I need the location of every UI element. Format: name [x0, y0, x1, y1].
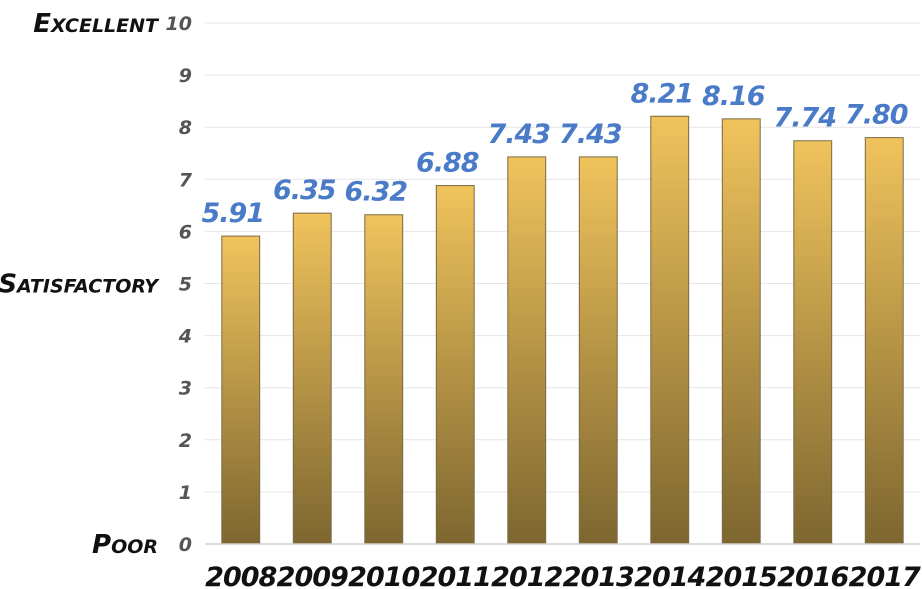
bar-2014 [650, 115, 690, 545]
y-tick-label: 2 [179, 430, 192, 452]
x-tick-label: 2012 [491, 562, 562, 589]
value-label: 6.88 [416, 148, 479, 179]
y-quality-labels: POOR SATISFACTORY EXCELLENT [0, 9, 160, 560]
bar-2013 [578, 156, 618, 545]
y-quality-label: EXCELLENT [33, 9, 160, 39]
value-label: 7.74 [773, 103, 836, 134]
value-label: 6.32 [344, 177, 407, 208]
y-tick-label: 4 [178, 326, 192, 348]
bar-2016 [793, 140, 833, 545]
x-tick-label: 2016 [777, 562, 848, 589]
y-tick-label: 5 [179, 274, 192, 296]
y-axis-ticks: 0 1 2 3 4 5 6 7 8 9 10 [166, 13, 193, 556]
value-label: 7.80 [845, 100, 908, 131]
bar-2015 [721, 118, 761, 545]
value-label: 8.16 [702, 81, 765, 112]
bar-2017 [864, 137, 904, 545]
x-tick-label: 2015 [706, 562, 777, 589]
x-tick-label: 2010 [348, 562, 419, 589]
y-quality-label: SATISFACTORY [0, 270, 160, 300]
x-tick-label: 2009 [277, 562, 348, 589]
x-tick-label: 2011 [420, 562, 491, 589]
y-tick-label: 0 [179, 534, 192, 556]
y-tick-label: 8 [179, 117, 192, 139]
x-tick-label: 2008 [205, 562, 276, 589]
x-tick-label: 2017 [849, 562, 921, 589]
bar-2012 [507, 156, 547, 545]
bar-2008 [221, 235, 261, 545]
value-label: 7.43 [487, 119, 550, 150]
y-tick-label: 6 [179, 221, 192, 243]
x-axis-categories: 2008 2009 2010 2011 2012 2013 2014 2015 2016 2017 [205, 562, 922, 589]
y-tick-label: 1 [179, 482, 192, 504]
value-label: 7.43 [559, 119, 622, 150]
bar-2010 [364, 214, 404, 545]
y-quality-label: POOR [92, 530, 158, 560]
value-label: 8.21 [630, 78, 693, 109]
y-tick-label: 10 [166, 13, 192, 35]
bar-2009 [292, 212, 332, 545]
y-tick-label: 3 [179, 378, 192, 400]
x-tick-label: 2014 [634, 562, 705, 589]
value-labels: 5.91 6.35 6.32 6.88 7.43 7.43 8.21 8.16 7.74 7.80 [201, 78, 908, 229]
y-tick-label: 9 [179, 65, 192, 87]
value-label: 6.35 [273, 175, 336, 206]
y-tick-label: 7 [179, 169, 193, 191]
x-tick-label: 2013 [563, 562, 634, 589]
value-label: 5.91 [201, 198, 264, 229]
bar-2011 [435, 185, 475, 545]
